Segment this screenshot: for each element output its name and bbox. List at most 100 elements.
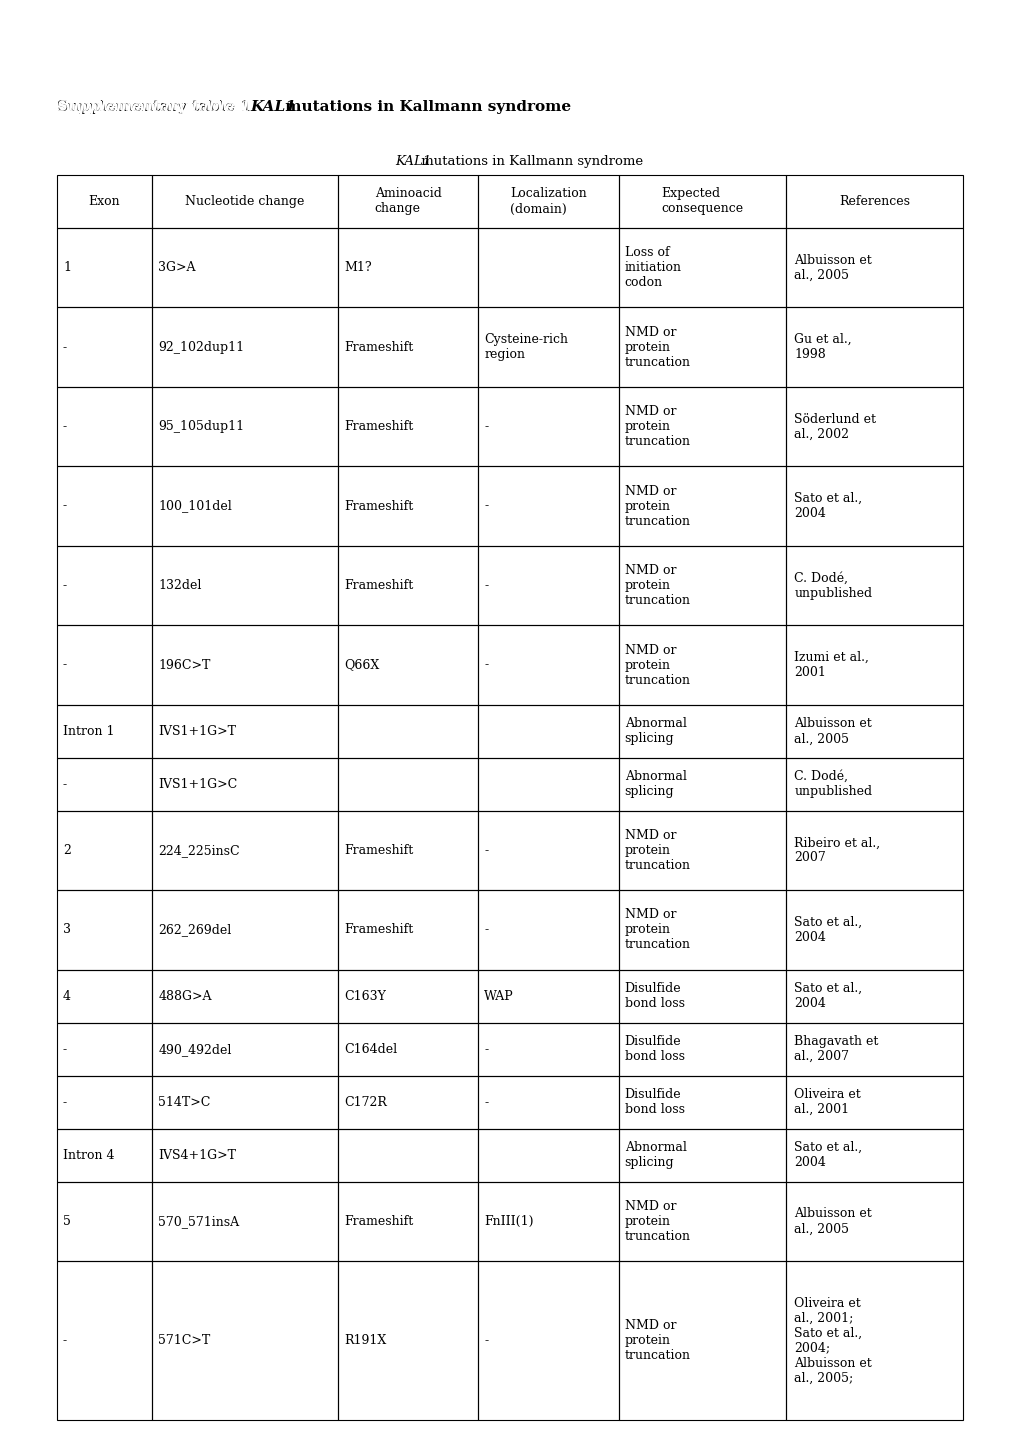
Text: Frameshift: Frameshift bbox=[343, 499, 413, 512]
Text: Oliveira et
al., 2001: Oliveira et al., 2001 bbox=[794, 1088, 860, 1115]
Text: Loss of
initiation
codon: Loss of initiation codon bbox=[624, 247, 681, 289]
Bar bbox=[619, 1075, 786, 1128]
Bar bbox=[337, 1261, 478, 1420]
Bar bbox=[57, 625, 152, 704]
Bar bbox=[57, 175, 152, 228]
Text: Intron 1: Intron 1 bbox=[63, 724, 114, 737]
Text: -: - bbox=[484, 924, 488, 937]
Bar bbox=[786, 811, 962, 890]
Bar bbox=[57, 1075, 152, 1128]
Text: 5: 5 bbox=[63, 1215, 70, 1228]
Bar bbox=[152, 175, 337, 228]
Bar bbox=[786, 704, 962, 758]
Text: Expected
consequence: Expected consequence bbox=[660, 188, 743, 215]
Bar bbox=[57, 1182, 152, 1261]
Bar bbox=[478, 307, 619, 387]
Bar bbox=[619, 811, 786, 890]
Text: -: - bbox=[484, 1043, 488, 1056]
Text: 262_269del: 262_269del bbox=[158, 924, 231, 937]
Text: 100_101del: 100_101del bbox=[158, 499, 231, 512]
Text: 514T>C: 514T>C bbox=[158, 1095, 210, 1108]
Text: Albuisson et
al., 2005: Albuisson et al., 2005 bbox=[794, 1208, 871, 1235]
Bar bbox=[478, 1182, 619, 1261]
Text: Sato et al.,
2004: Sato et al., 2004 bbox=[794, 983, 862, 1010]
Text: C. Dodé,
unpublished: C. Dodé, unpublished bbox=[794, 571, 871, 600]
Bar bbox=[337, 704, 478, 758]
Text: -: - bbox=[484, 844, 488, 857]
Bar bbox=[57, 890, 152, 970]
Text: NMD or
protein
truncation: NMD or protein truncation bbox=[624, 1319, 690, 1362]
Bar bbox=[57, 466, 152, 545]
Bar bbox=[152, 307, 337, 387]
Text: Abnormal
splicing: Abnormal splicing bbox=[624, 1141, 686, 1169]
Bar bbox=[619, 545, 786, 625]
Text: KAL1: KAL1 bbox=[394, 154, 431, 167]
Text: NMD or
protein
truncation: NMD or protein truncation bbox=[624, 1199, 690, 1242]
Bar bbox=[152, 890, 337, 970]
Bar bbox=[786, 545, 962, 625]
Bar bbox=[152, 1261, 337, 1420]
Bar bbox=[337, 758, 478, 811]
Text: 1: 1 bbox=[63, 261, 71, 274]
Bar bbox=[786, 307, 962, 387]
Text: 488G>A: 488G>A bbox=[158, 990, 211, 1003]
Bar bbox=[152, 387, 337, 466]
Text: Frameshift: Frameshift bbox=[343, 1215, 413, 1228]
Bar bbox=[57, 307, 152, 387]
Bar bbox=[337, 387, 478, 466]
Bar bbox=[786, 1182, 962, 1261]
Bar bbox=[619, 1261, 786, 1420]
Text: FnIII(1): FnIII(1) bbox=[484, 1215, 533, 1228]
Bar bbox=[786, 387, 962, 466]
Text: 571C>T: 571C>T bbox=[158, 1333, 210, 1346]
Text: M1?: M1? bbox=[343, 261, 371, 274]
Text: -: - bbox=[484, 1333, 488, 1346]
Bar bbox=[152, 1075, 337, 1128]
Bar bbox=[57, 545, 152, 625]
Bar bbox=[57, 704, 152, 758]
Text: NMD or
protein
truncation: NMD or protein truncation bbox=[624, 485, 690, 528]
Bar bbox=[57, 228, 152, 307]
Bar bbox=[152, 1128, 337, 1182]
Bar bbox=[478, 545, 619, 625]
Bar bbox=[152, 1182, 337, 1261]
Text: Albuisson et
al., 2005: Albuisson et al., 2005 bbox=[794, 717, 871, 745]
Bar bbox=[786, 890, 962, 970]
Text: IVS4+1G>T: IVS4+1G>T bbox=[158, 1149, 236, 1162]
Text: R191X: R191X bbox=[343, 1333, 386, 1346]
Bar bbox=[337, 466, 478, 545]
Text: Supplementary table 1.  ​KAL1: Supplementary table 1. ​KAL1 bbox=[57, 100, 312, 114]
Bar bbox=[337, 175, 478, 228]
Text: Frameshift: Frameshift bbox=[343, 420, 413, 433]
Bar bbox=[619, 175, 786, 228]
Text: Bhagavath et
al., 2007: Bhagavath et al., 2007 bbox=[794, 1035, 877, 1063]
Text: NMD or
protein
truncation: NMD or protein truncation bbox=[624, 326, 690, 368]
Bar bbox=[478, 228, 619, 307]
Text: Frameshift: Frameshift bbox=[343, 579, 413, 592]
Bar bbox=[337, 545, 478, 625]
Text: 224_225insC: 224_225insC bbox=[158, 844, 239, 857]
Bar bbox=[152, 704, 337, 758]
Text: Sato et al.,
2004: Sato et al., 2004 bbox=[794, 916, 862, 944]
Bar bbox=[152, 466, 337, 545]
Text: 95_105dup11: 95_105dup11 bbox=[158, 420, 244, 433]
Text: -: - bbox=[63, 579, 67, 592]
Bar bbox=[57, 970, 152, 1023]
Text: Nucleotide change: Nucleotide change bbox=[185, 195, 305, 208]
Bar bbox=[619, 1128, 786, 1182]
Text: Frameshift: Frameshift bbox=[343, 844, 413, 857]
Text: 3: 3 bbox=[63, 924, 71, 937]
Text: KAL1: KAL1 bbox=[250, 100, 296, 114]
Bar bbox=[57, 1023, 152, 1075]
Text: Q66X: Q66X bbox=[343, 658, 379, 671]
Text: 2: 2 bbox=[63, 844, 70, 857]
Text: NMD or
protein
truncation: NMD or protein truncation bbox=[624, 828, 690, 872]
Bar bbox=[786, 625, 962, 704]
Text: mutations in Kallmann syndrome: mutations in Kallmann syndrome bbox=[417, 154, 643, 167]
Text: Supplementary table 1.: Supplementary table 1. bbox=[57, 100, 267, 114]
Text: Disulfide
bond loss: Disulfide bond loss bbox=[624, 1035, 684, 1063]
Text: 3G>A: 3G>A bbox=[158, 261, 196, 274]
Text: -: - bbox=[484, 1095, 488, 1108]
Bar bbox=[152, 545, 337, 625]
Bar bbox=[57, 811, 152, 890]
